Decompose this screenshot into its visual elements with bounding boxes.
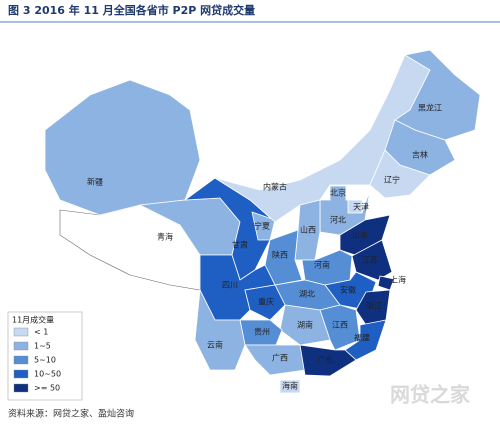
legend-label: 1~5: [34, 342, 51, 351]
region-label: 湖南: [297, 320, 313, 330]
region: [369, 149, 431, 199]
region-label: 河北: [330, 215, 346, 225]
source-note: 资料来源：网贷之家、盈灿咨询: [8, 408, 134, 420]
legend-swatch: [13, 369, 29, 379]
region-label: 宁夏: [254, 221, 270, 231]
region-label: 陕西: [272, 250, 288, 260]
region: [44, 79, 201, 216]
region-label: 浙江: [366, 301, 382, 311]
region-label: 青海: [157, 232, 173, 242]
legend-title: 11月成交量: [12, 315, 54, 325]
regions: [44, 49, 481, 394]
region-label: 天津: [353, 202, 369, 212]
region-label: 山东: [352, 230, 368, 240]
region: [299, 344, 357, 377]
region-label: 福建: [354, 333, 370, 343]
region: [279, 304, 331, 346]
region-label: 甘肃: [232, 240, 248, 250]
region-label: 山西: [300, 225, 316, 235]
legend-label: 5~10: [34, 356, 56, 365]
legend-swatch: [13, 327, 29, 337]
region: [244, 284, 286, 321]
region: [351, 239, 393, 281]
legend-swatch: [13, 355, 29, 365]
region-label: 重庆: [258, 297, 274, 307]
region-label: 江苏: [362, 255, 378, 265]
region-label: 吉林: [412, 150, 428, 160]
legend-label: < 1: [34, 328, 48, 337]
figure-title: 图 3 2016 年 11 月全国各省市 P2P 网贷成交量: [8, 3, 255, 17]
region-label: 贵州: [254, 327, 270, 337]
region-label: 黑龙江: [418, 103, 442, 113]
legend-label: >= 50: [34, 384, 60, 393]
region-label: 云南: [207, 340, 223, 350]
legend-swatch: [13, 341, 29, 351]
region-label: 安徽: [340, 285, 356, 295]
region-label: 广西: [272, 353, 288, 363]
legend-swatch: [13, 383, 29, 393]
region-label: 江西: [332, 321, 348, 330]
region-label: 上海: [390, 275, 406, 285]
region-label: 内蒙古: [263, 182, 287, 192]
region-label: 辽宁: [384, 175, 400, 185]
region-label: 湖北: [299, 290, 315, 299]
region-label: 北京: [330, 188, 346, 198]
region-label: 广东: [317, 355, 333, 365]
region-label: 新疆: [87, 177, 103, 187]
region-label: 河南: [314, 260, 330, 270]
region-label: 四川: [222, 281, 238, 290]
region: [194, 288, 246, 371]
legend-label: 10~50: [34, 370, 61, 379]
watermark: 网贷之家: [390, 383, 471, 407]
region: [279, 379, 301, 394]
legend: < 1 1~5 5~10 10~50 >= 50: [13, 327, 61, 393]
region-label: 海南: [282, 381, 298, 391]
